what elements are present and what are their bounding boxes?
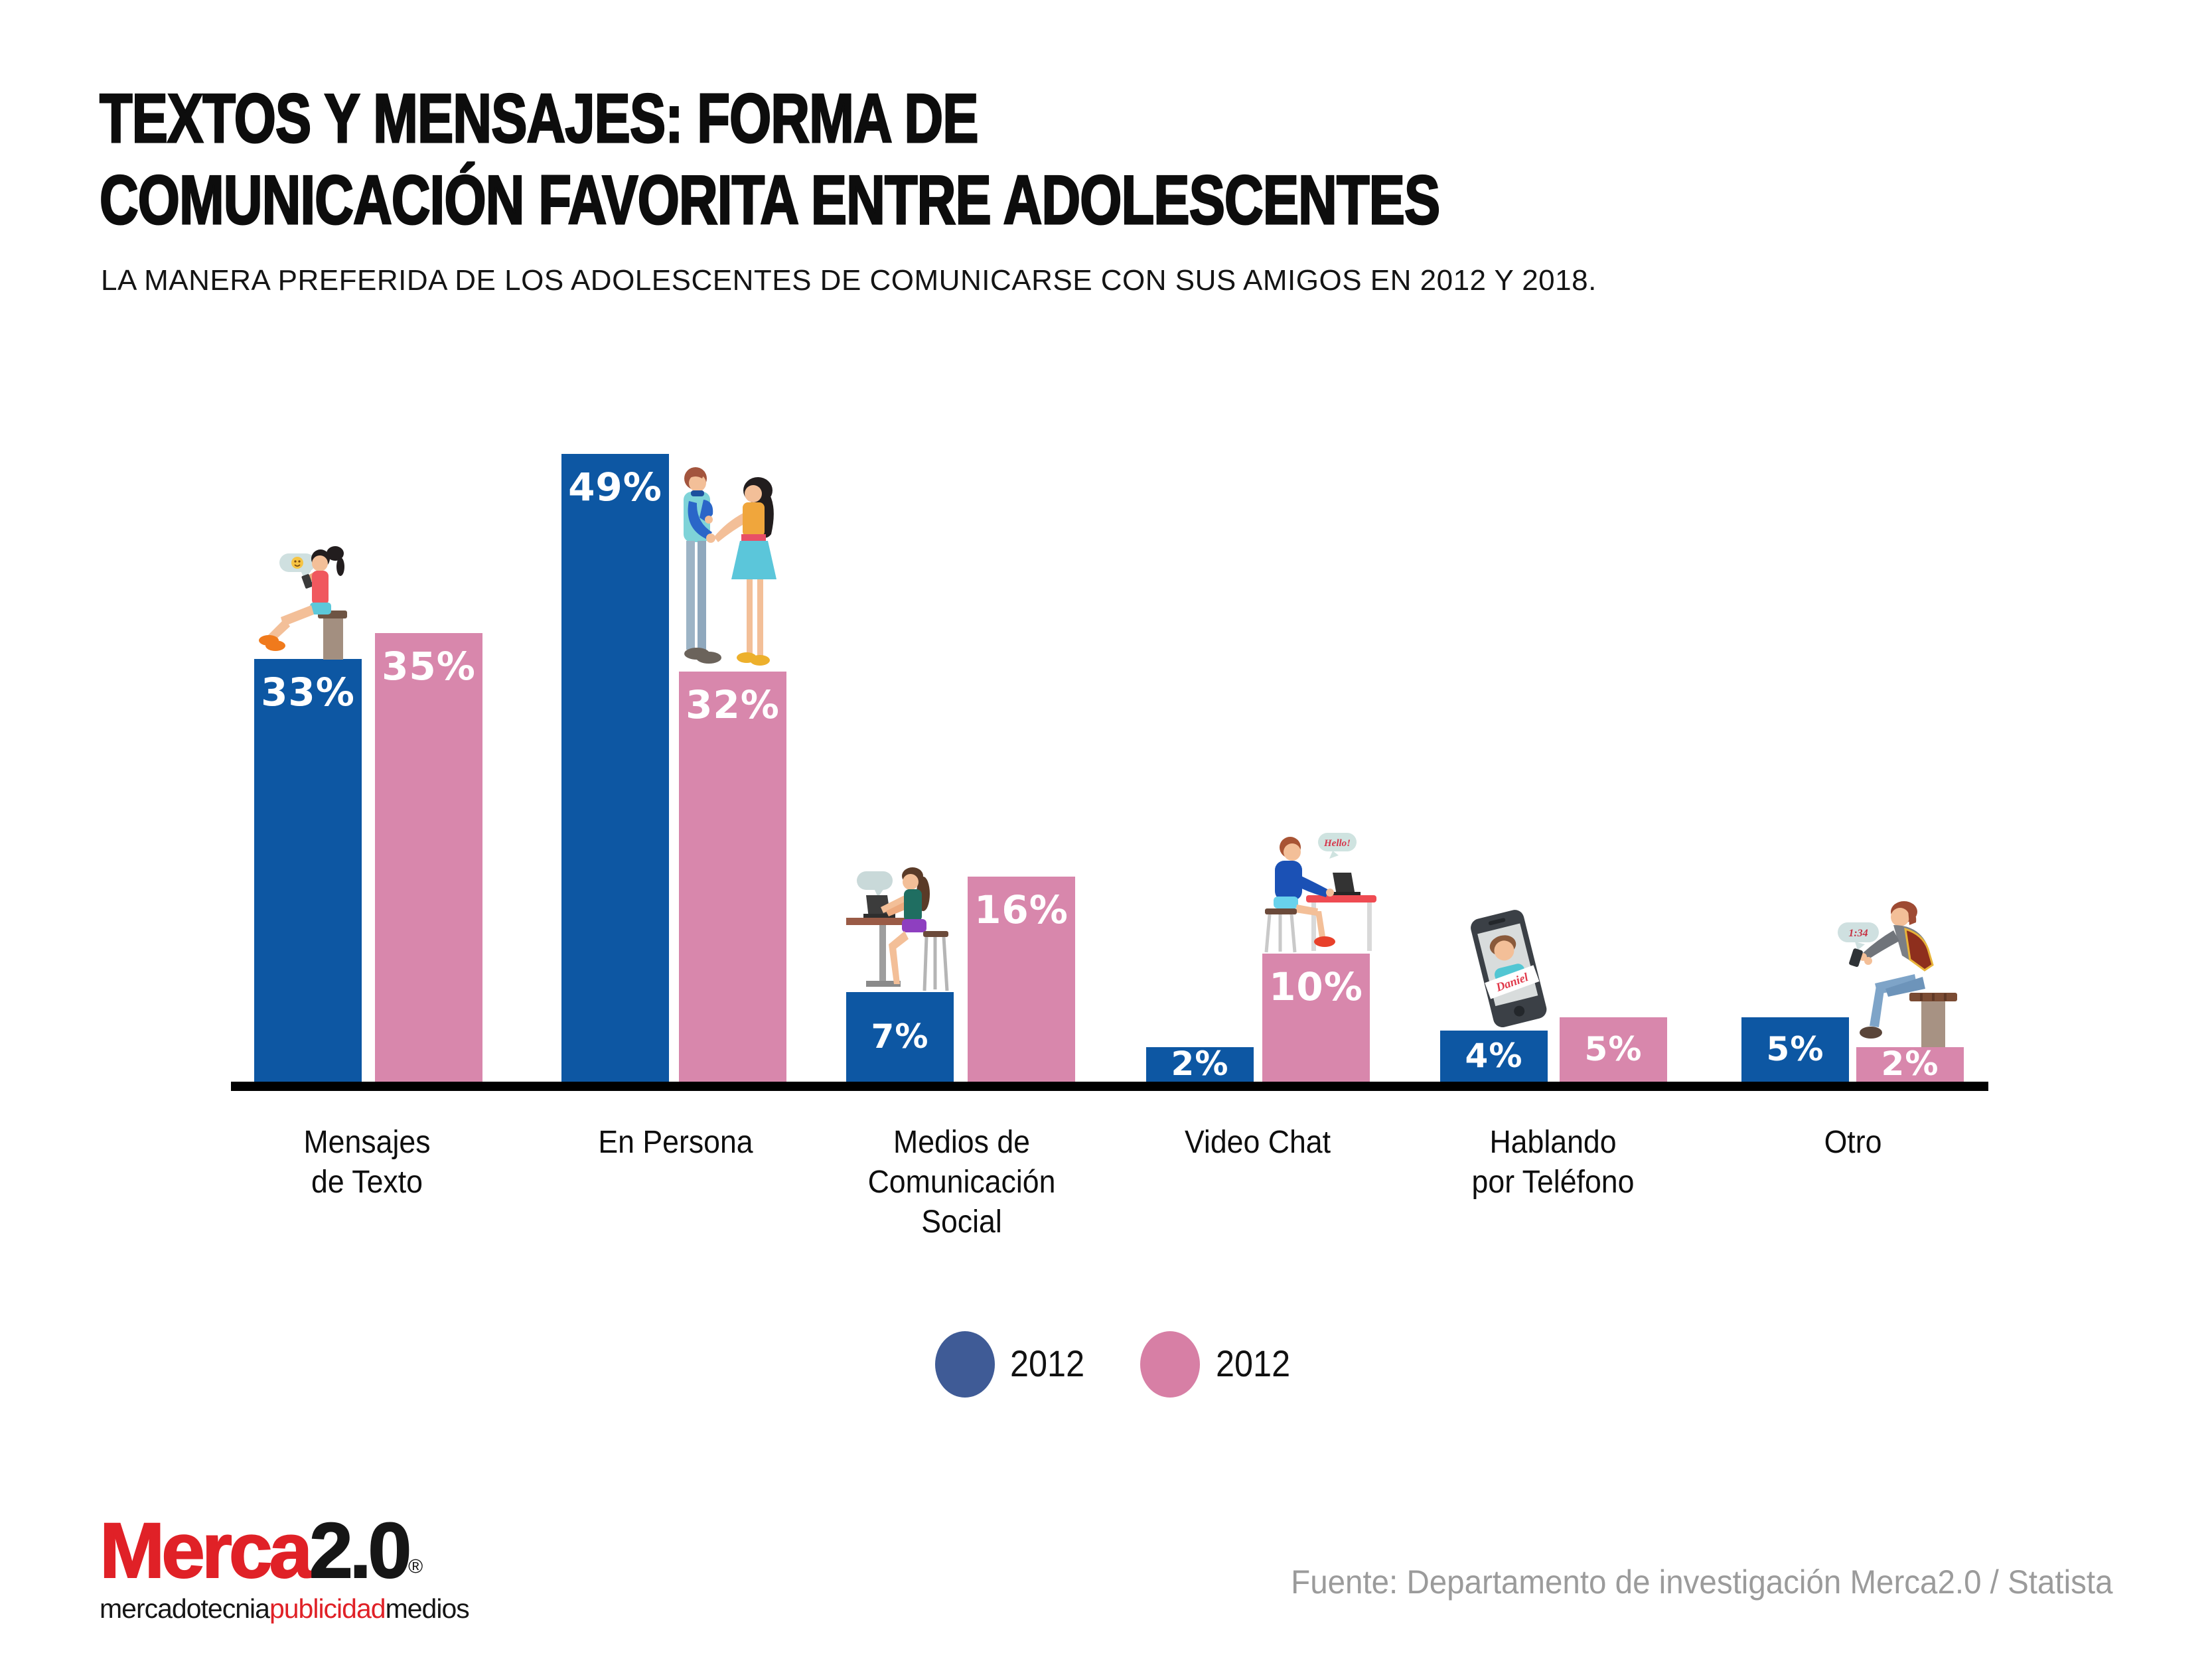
logo-word-red: Merca xyxy=(99,1507,313,1595)
page-title: TEXTOS Y MENSAJES: FORMA DE COMUNICACIÓN… xyxy=(99,79,1441,240)
stool-base-icon xyxy=(1921,1001,1945,1047)
caller-name-banner xyxy=(1485,965,1540,999)
bar-pink-otro: 2% xyxy=(1856,1044,1964,1083)
girl-shoe-icon xyxy=(750,655,770,666)
boy-head-icon xyxy=(689,474,706,492)
bar-blue-telefono: 4% xyxy=(1440,1031,1548,1082)
category-label-video-chat: Video Chat xyxy=(1184,1125,1331,1160)
desk-icon xyxy=(1306,895,1376,902)
bar-pink-medios: 16% xyxy=(968,877,1075,1082)
girl-shorts-icon xyxy=(310,603,331,614)
bar-blue-mensajes: 33% xyxy=(254,659,362,1082)
phone-icon xyxy=(301,574,313,589)
girl-head-icon xyxy=(312,555,328,571)
bar-value-label: 5% xyxy=(1584,1029,1643,1068)
x-axis-line xyxy=(231,1082,1988,1091)
laptop-icon xyxy=(866,895,891,918)
legend-dot-blue xyxy=(935,1331,995,1398)
bar-value-label: 32% xyxy=(686,682,780,727)
stool-seat-icon xyxy=(923,931,948,937)
bar-blue-video-chat: 2% xyxy=(1146,1044,1254,1083)
tagline-medios: medios xyxy=(385,1593,470,1624)
bar-blue-medios: 7% xyxy=(846,992,954,1082)
boy-shoe-icon xyxy=(696,652,721,664)
boy-texting-illustration: 1:34 xyxy=(1838,901,1957,1047)
girl-top-icon xyxy=(904,889,922,922)
girl-head-icon xyxy=(745,485,762,502)
bar-pink-mensajes: 35% xyxy=(375,633,482,1082)
couple-talking-illustration xyxy=(684,467,776,666)
bubble-text: Hello! xyxy=(1323,838,1351,849)
girl-skirt-icon xyxy=(731,541,776,579)
sneaker-icon xyxy=(265,640,285,651)
desk-icon xyxy=(846,918,921,925)
boy-shoe-icon xyxy=(1314,936,1335,947)
category-label-medios: Medios de Comunicación Social xyxy=(867,1125,1056,1240)
emoji-smiley-icon xyxy=(291,557,303,569)
legend-label-pink: 2012 xyxy=(1216,1342,1291,1384)
caller-face-icon xyxy=(1494,940,1514,961)
bar-pink-telefono: 5% xyxy=(1560,1017,1667,1082)
source-attribution: Fuente: Departamento de investigación Me… xyxy=(1290,1563,2112,1601)
speech-bubble-icon xyxy=(857,871,893,890)
boy-head-icon xyxy=(1891,908,1909,926)
legend-dot-pink xyxy=(1140,1331,1200,1398)
logo-word-black: 2.0 xyxy=(309,1507,412,1595)
phone-icon xyxy=(1849,948,1863,968)
bar-blue-en-persona: 49% xyxy=(561,454,669,1082)
girl-head-icon xyxy=(903,874,919,890)
tagline-mercadotecnia: mercadotecnia xyxy=(100,1593,270,1624)
bubble-text: 1:34 xyxy=(1848,928,1868,939)
boy-shirt-icon xyxy=(1275,861,1302,901)
registered-mark: ® xyxy=(408,1555,423,1578)
boy-jeans-icon xyxy=(686,541,695,650)
girl-belt-icon xyxy=(741,534,766,541)
girl-shorts-icon xyxy=(902,919,926,932)
bar-value-label: 16% xyxy=(974,887,1069,932)
home-button-icon xyxy=(1514,1005,1525,1017)
bar-value-label: 35% xyxy=(382,644,476,689)
category-label-mensajes: Mensajes de Texto xyxy=(303,1125,431,1200)
bar-pink-en-persona: 32% xyxy=(679,672,786,1082)
boy-video-chat-illustration: Hello! xyxy=(1264,833,1376,953)
boy-head-icon xyxy=(1284,843,1301,861)
girl-texting-illustration xyxy=(259,546,347,660)
stool-base-icon xyxy=(323,618,343,660)
tagline-publicidad: publicidad xyxy=(269,1593,386,1624)
speech-bubble-icon xyxy=(1318,833,1357,851)
merca20-logo: Merca2.0® mercadotecniapublicidadmedios xyxy=(99,1511,470,1624)
page-subtitle: LA MANERA PREFERIDA DE LOS ADOLESCENTES … xyxy=(101,264,1597,297)
smartphone-daniel-illustration: Daniel xyxy=(1471,910,1547,1028)
girl-laptop-illustration xyxy=(846,867,949,991)
legend-label-blue: 2012 xyxy=(1010,1342,1085,1384)
bar-value-label: 7% xyxy=(871,1017,929,1056)
stool-seat-icon xyxy=(1265,908,1297,914)
boy-shorts-icon xyxy=(1274,897,1298,908)
logo-tagline: mercadotecniapublicidadmedios xyxy=(100,1593,470,1624)
laptop-icon xyxy=(1333,873,1355,895)
bar-value-label: 2% xyxy=(1171,1044,1229,1083)
boy-vest-icon xyxy=(1904,927,1934,972)
bar-value-label: 33% xyxy=(261,670,355,715)
bar-value-label: 2% xyxy=(1881,1044,1939,1083)
bar-value-label: 4% xyxy=(1465,1036,1523,1075)
girl-top-icon xyxy=(743,502,765,537)
category-label-en-persona: En Persona xyxy=(598,1125,753,1160)
bar-value-label: 10% xyxy=(1269,964,1363,1009)
category-label-telefono: Hablando por Teléfono xyxy=(1471,1125,1635,1200)
bar-pink-video-chat: 10% xyxy=(1262,954,1370,1082)
bar-value-label: 5% xyxy=(1766,1029,1824,1068)
boy-shoe-icon xyxy=(1860,1027,1882,1039)
bar-blue-otro: 5% xyxy=(1741,1017,1849,1082)
girl-top-icon xyxy=(312,571,329,605)
bar-value-label: 49% xyxy=(568,465,662,510)
speech-bubble-icon xyxy=(1838,922,1879,942)
category-label-otro: Otro xyxy=(1824,1125,1882,1160)
